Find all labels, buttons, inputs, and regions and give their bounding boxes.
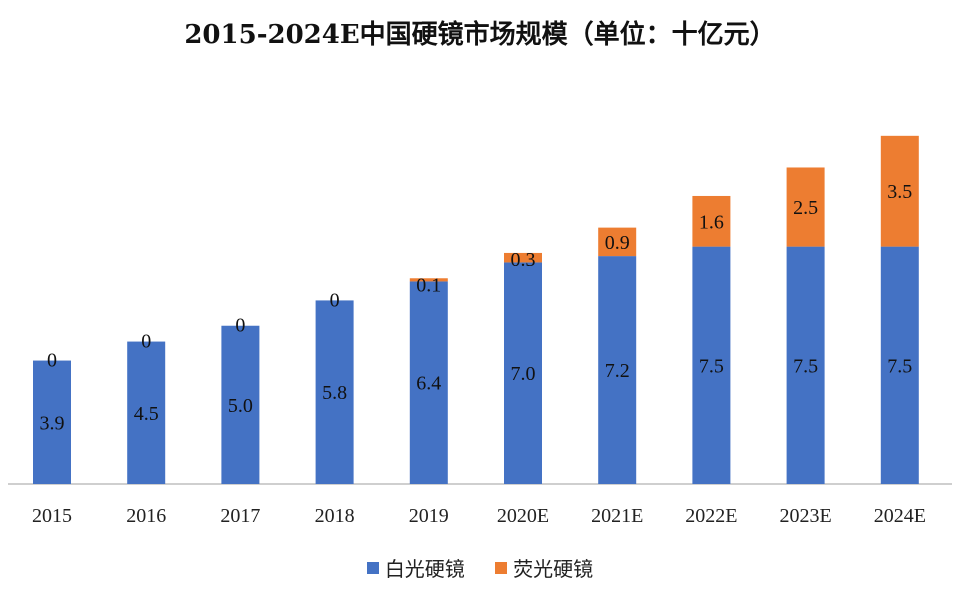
- legend-label-white-light: 白光硬镜: [384, 557, 465, 581]
- data-label-white-light-2019: 6.4: [416, 373, 441, 395]
- legend-swatch-fluorescence: [495, 561, 508, 574]
- x-tick-labels-group: 2015 2016 2017 2018 2019 2020E 2021E 2022E 2023E…: [32, 505, 926, 527]
- bar-fluorescence-2023E: [786, 167, 825, 247]
- data-label-fluorescence-2023E: 2.5: [793, 197, 818, 219]
- x-tick-label-2015: 2015: [32, 505, 72, 527]
- x-tick-label-2017: 2017: [220, 505, 260, 527]
- x-tick-label-2023E: 2023E: [779, 505, 831, 527]
- data-label-white-light-2021E: 7.2: [605, 360, 630, 382]
- x-tick-label-2021E: 2021E: [591, 505, 643, 527]
- data-label-fluorescence-2020E: 0.3: [511, 249, 536, 271]
- data-label-fluorescence-2015: 0: [47, 350, 57, 372]
- x-tick-label-2019: 2019: [409, 505, 449, 527]
- data-label-white-light-2023E: 7.5: [793, 355, 818, 377]
- x-tick-label-2022E: 2022E: [685, 505, 737, 527]
- legend-swatch-white-light: [366, 561, 379, 574]
- data-label-fluorescence-2018: 0: [330, 289, 340, 311]
- data-label-white-light-2020E: 7.0: [511, 363, 536, 385]
- bar-fluorescence-2019: [409, 278, 448, 282]
- data-label-fluorescence-2019: 0.1: [416, 274, 441, 296]
- bar-white-light-2020E: [504, 262, 542, 484]
- bar-white-light-2017: [221, 325, 260, 484]
- data-label-fluorescence-2021E: 0.9: [605, 232, 630, 254]
- data-label-fluorescence-2022E: 1.6: [699, 211, 724, 233]
- data-label-white-light-2017: 5.0: [228, 395, 253, 417]
- bar-fluorescence-2022E: [692, 195, 731, 247]
- data-label-white-light-2016: 4.5: [134, 403, 159, 425]
- bar-white-light-2022E: [692, 246, 731, 484]
- bar-white-light-2018: [315, 300, 354, 484]
- data-label-white-light-2022E: 7.5: [699, 355, 724, 377]
- data-label-white-light-2018: 5.8: [322, 382, 347, 404]
- data-label-white-light-2015: 3.9: [40, 412, 65, 434]
- x-tick-label-2016: 2016: [126, 505, 166, 527]
- bar-white-light-2019: [409, 281, 448, 484]
- bar-white-light-2024E: [880, 246, 919, 484]
- bar-fluorescence-2021E: [598, 227, 637, 257]
- legend-label-fluorescence: 荧光硬镜: [513, 557, 594, 581]
- legend: 白光硬镜 荧光硬镜: [0, 553, 960, 582]
- bar-white-light-2023E: [786, 246, 825, 484]
- data-label-fluorescence-2016: 0: [141, 331, 151, 353]
- x-tick-label-2018: 2018: [315, 505, 355, 527]
- bar-fluorescence-2020E: [504, 252, 542, 263]
- data-label-white-light-2024E: 7.5: [887, 355, 912, 377]
- legend-item-white-light: 白光硬镜: [366, 553, 465, 582]
- x-tick-label-2020E: 2020E: [497, 505, 549, 527]
- chart-title: 2015-2024E中国硬镜市场规模（单位：十亿元）: [184, 20, 776, 50]
- data-label-fluorescence-2024E: 3.5: [887, 181, 912, 203]
- data-label-fluorescence-2017: 0: [235, 315, 245, 337]
- data-labels-group: 3.9 0 4.5 0 5.0 0 5.8 0 6.4 0.1 7.0 0.3 7.2 0.9 7.5 1.6…: [40, 181, 913, 434]
- bar-white-light-2021E: [598, 256, 637, 484]
- bar-fluorescence-2024E: [880, 135, 919, 247]
- x-tick-label-2024E: 2024E: [874, 505, 926, 527]
- legend-item-fluorescence: 荧光硬镜: [495, 553, 593, 582]
- bar-white-light-2015: [33, 360, 71, 484]
- bars-group: [33, 135, 919, 484]
- bar-white-light-2016: [127, 341, 166, 484]
